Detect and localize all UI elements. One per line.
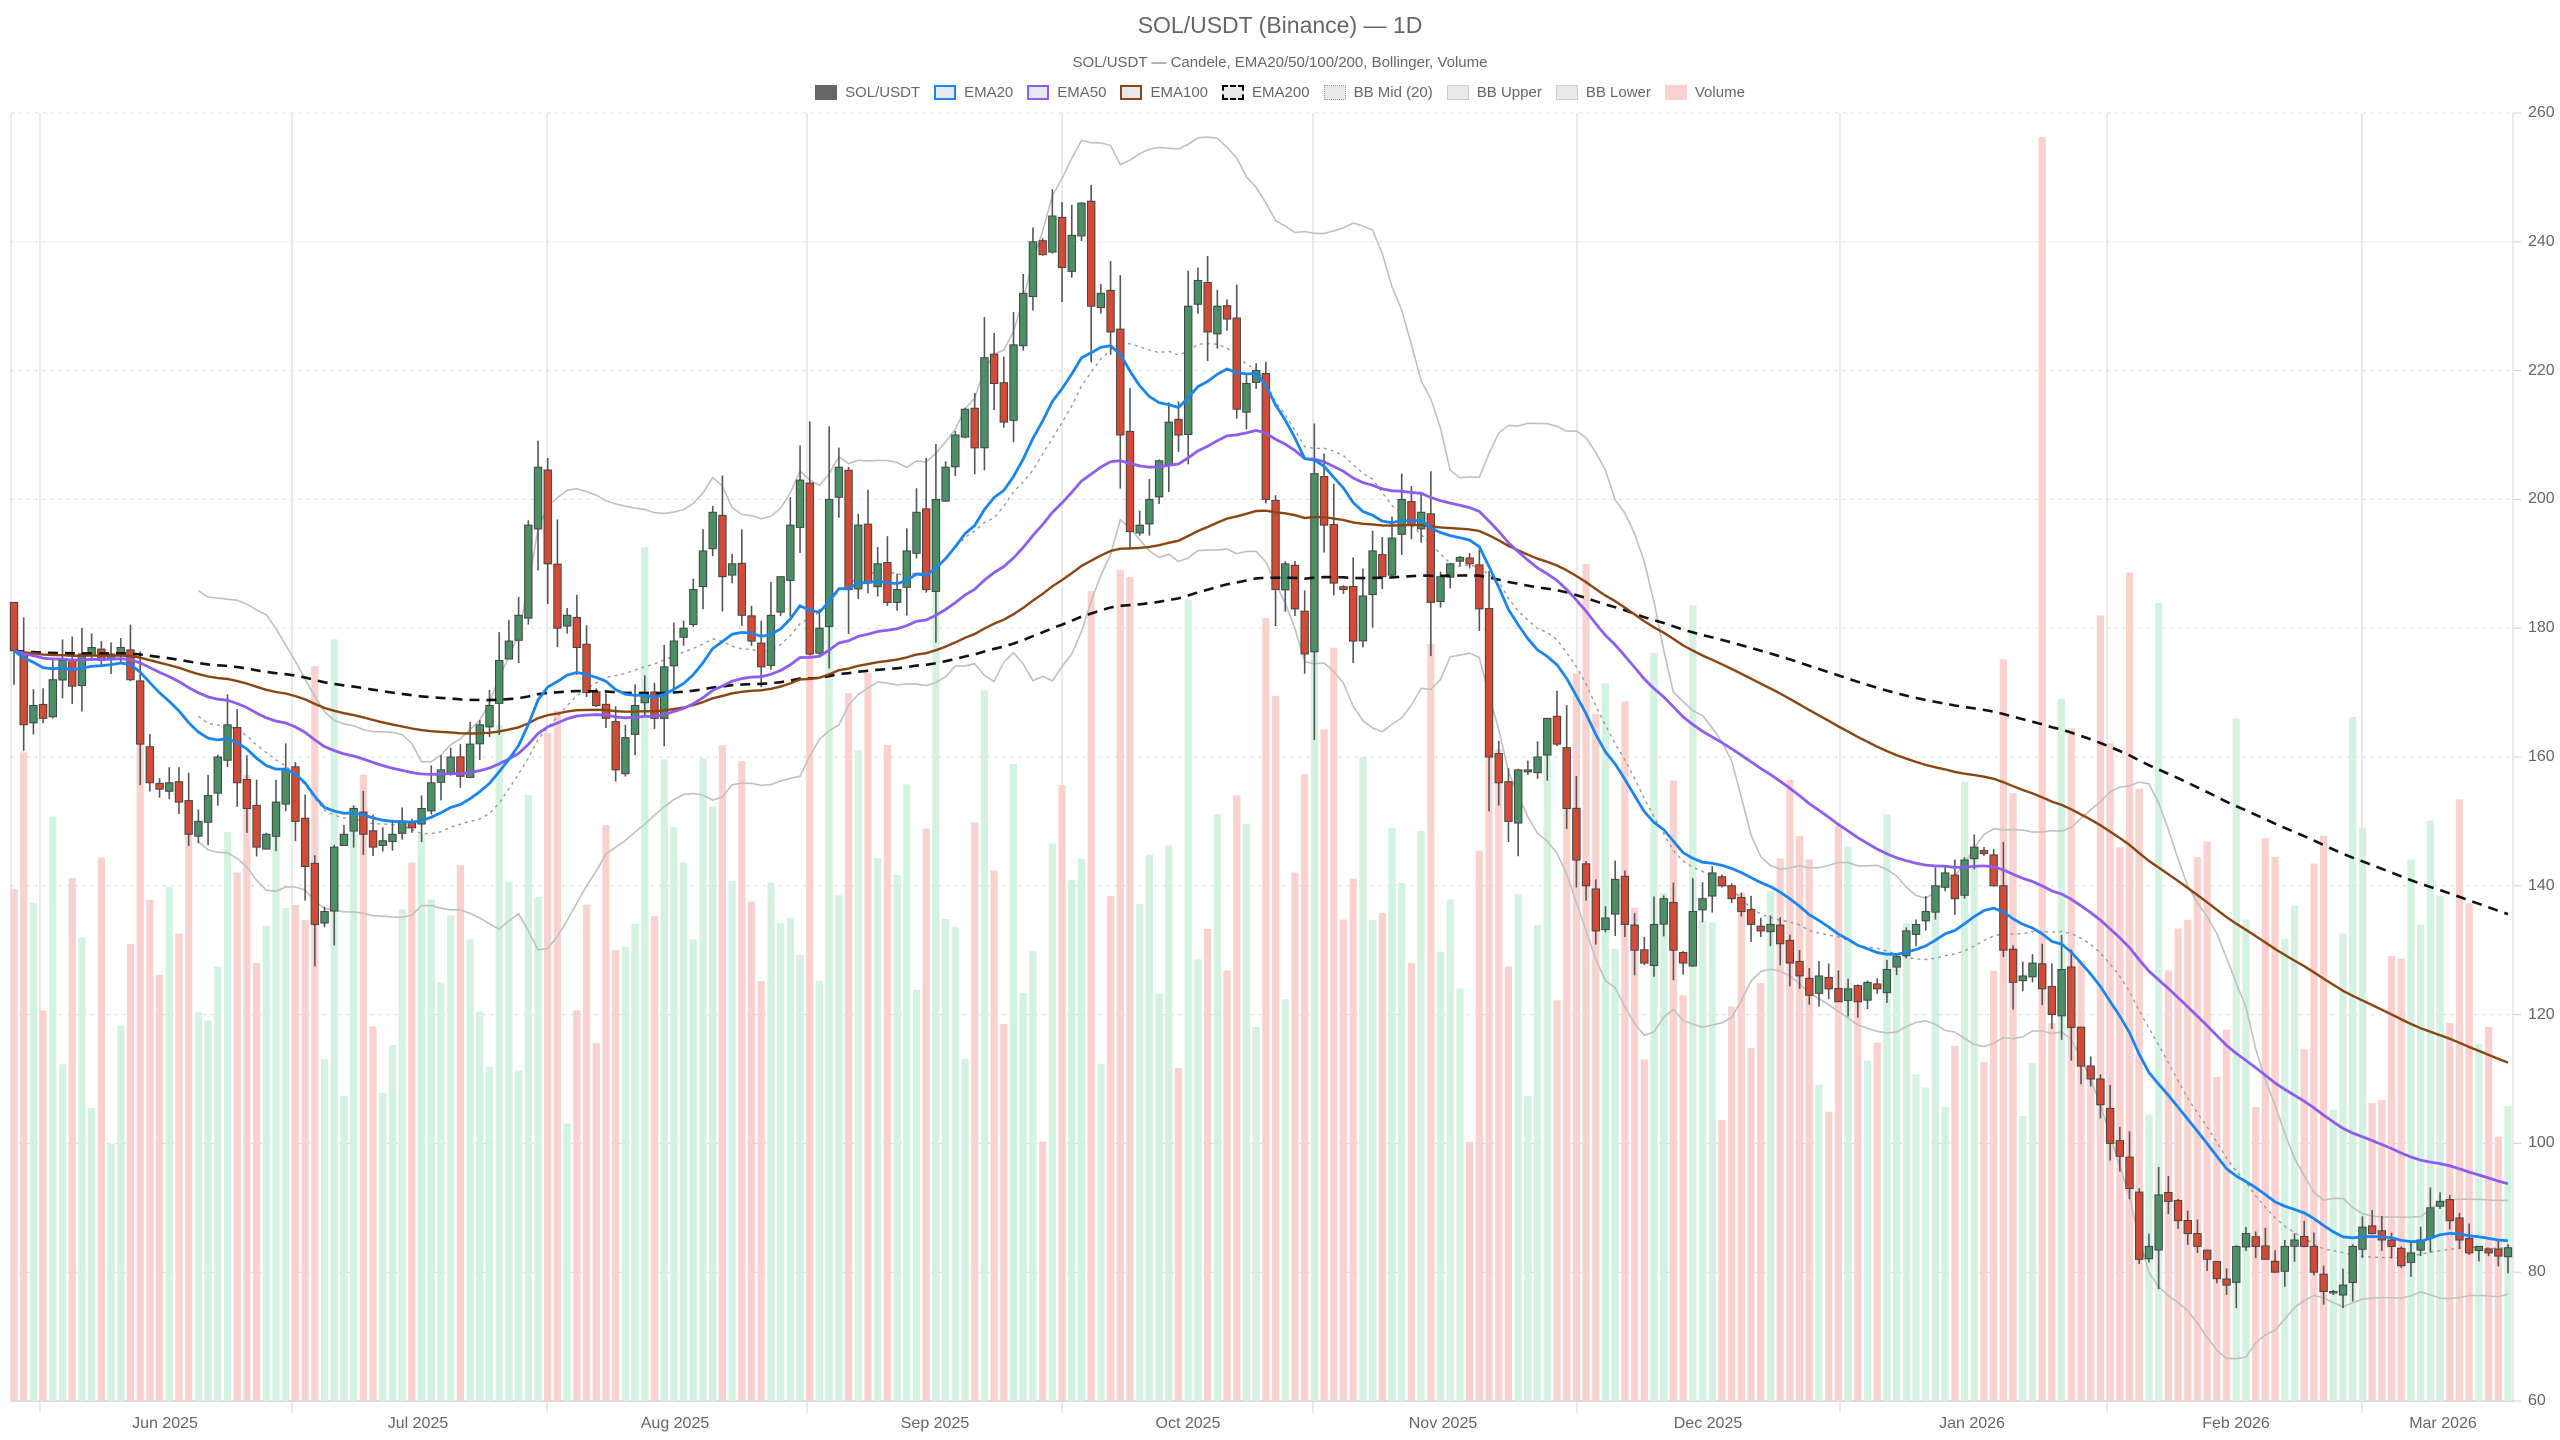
legend-label: EMA200: [1252, 84, 1310, 101]
legend-label: EMA20: [964, 84, 1014, 101]
volume-bars: [10, 137, 2512, 1401]
legend-item-bb-mid-20[interactable]: BB Mid (20): [1323, 84, 1433, 101]
y-tick-label: 120: [2528, 1005, 2555, 1023]
y-tick-label: 160: [2528, 748, 2555, 765]
legend-swatch-icon: [815, 85, 838, 100]
legend-label: BB Lower: [1585, 84, 1651, 101]
ema200-line: [13, 574, 2509, 916]
y-tick-label: 100: [2528, 1134, 2555, 1152]
legend-label: BB Mid (20): [1353, 84, 1433, 101]
legend-item-ema200[interactable]: EMA200: [1222, 84, 1310, 101]
ema100-line: [13, 509, 2509, 1064]
legend-swatch-icon: [1555, 85, 1578, 100]
x-tick-label: Mar 2026: [2409, 1415, 2477, 1432]
legend-label: Volume: [1694, 84, 1745, 101]
legend-item-bb-upper[interactable]: BB Upper: [1446, 84, 1542, 101]
legend-swatch-icon: [1027, 85, 1050, 100]
legend-item-volume[interactable]: Volume: [1664, 84, 1745, 101]
x-tick-label: Aug 2025: [640, 1415, 710, 1432]
x-tick-label: Oct 2025: [1155, 1415, 1221, 1432]
x-tick-label: Feb 2026: [2202, 1415, 2270, 1432]
y-tick-label: 60: [2528, 1392, 2546, 1409]
legend-label: EMA50: [1057, 84, 1107, 101]
x-tick-label: Jan 2026: [1939, 1415, 2005, 1432]
y-tick-label: 140: [2528, 876, 2555, 894]
ema20-line: [13, 344, 2509, 1244]
legend-swatch-icon: [934, 85, 957, 100]
x-tick-label: Jul 2025: [387, 1415, 449, 1432]
bb-lower-line: [197, 518, 2509, 1360]
legend-swatch-icon: [1446, 85, 1469, 100]
legend-label: BB Upper: [1476, 84, 1542, 101]
x-tick-label: Dec 2025: [1673, 1415, 1743, 1432]
legend-item-ema20[interactable]: EMA20: [934, 84, 1013, 101]
legend-item-ema50[interactable]: EMA50: [1027, 84, 1106, 101]
indicators: [197, 136, 2509, 1360]
legend-swatch-icon: [1323, 85, 1346, 100]
y-tick-label: 80: [2528, 1263, 2546, 1281]
chart-subtitle: SOL/USDT — Candele, EMA20/50/100/200, Bo…: [1072, 54, 1488, 71]
bb-upper-line: [197, 136, 2508, 1219]
legend-item-bb-lower[interactable]: BB Lower: [1555, 84, 1651, 101]
legend-label: SOL/USDT: [845, 84, 921, 101]
chart-title: SOL/USDT (Binance) — 1D: [1137, 12, 1423, 38]
legend-swatch-icon: [1222, 85, 1245, 100]
y-tick-label: 200: [2528, 490, 2555, 508]
x-tick-label: Jun 2025: [132, 1415, 198, 1432]
legend-item-sol-usdt[interactable]: SOL/USDT: [815, 84, 920, 101]
legend-label: EMA100: [1150, 84, 1209, 101]
y-tick-label: 260: [2528, 104, 2555, 121]
legend-swatch-icon: [1664, 85, 1687, 100]
ema50-line: [13, 428, 2509, 1186]
y-tick-label: 240: [2528, 232, 2555, 250]
legend-swatch-icon: [1120, 85, 1143, 100]
x-tick-label: Sep 2025: [900, 1415, 970, 1432]
y-tick-label: 220: [2528, 361, 2555, 379]
x-tick-label: Nov 2025: [1408, 1415, 1478, 1432]
candles: [9, 184, 2513, 1309]
legend-item-ema100[interactable]: EMA100: [1120, 84, 1208, 101]
y-tick-label: 180: [2528, 619, 2555, 637]
legend: SOL/USDT EMA20 EMA50 EMA100 EMA200 BB Mid (20…: [0, 84, 2560, 101]
